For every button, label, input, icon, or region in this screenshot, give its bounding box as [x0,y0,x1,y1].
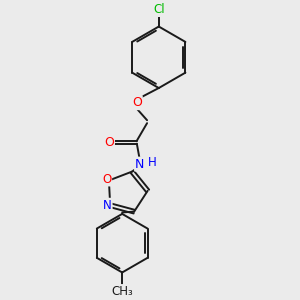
Text: H: H [148,156,156,169]
Text: N: N [135,158,144,171]
Text: O: O [132,96,142,109]
Text: O: O [102,172,111,185]
Text: CH₃: CH₃ [111,285,133,298]
Text: N: N [103,199,112,212]
Text: Cl: Cl [153,3,165,16]
Text: O: O [104,136,114,149]
